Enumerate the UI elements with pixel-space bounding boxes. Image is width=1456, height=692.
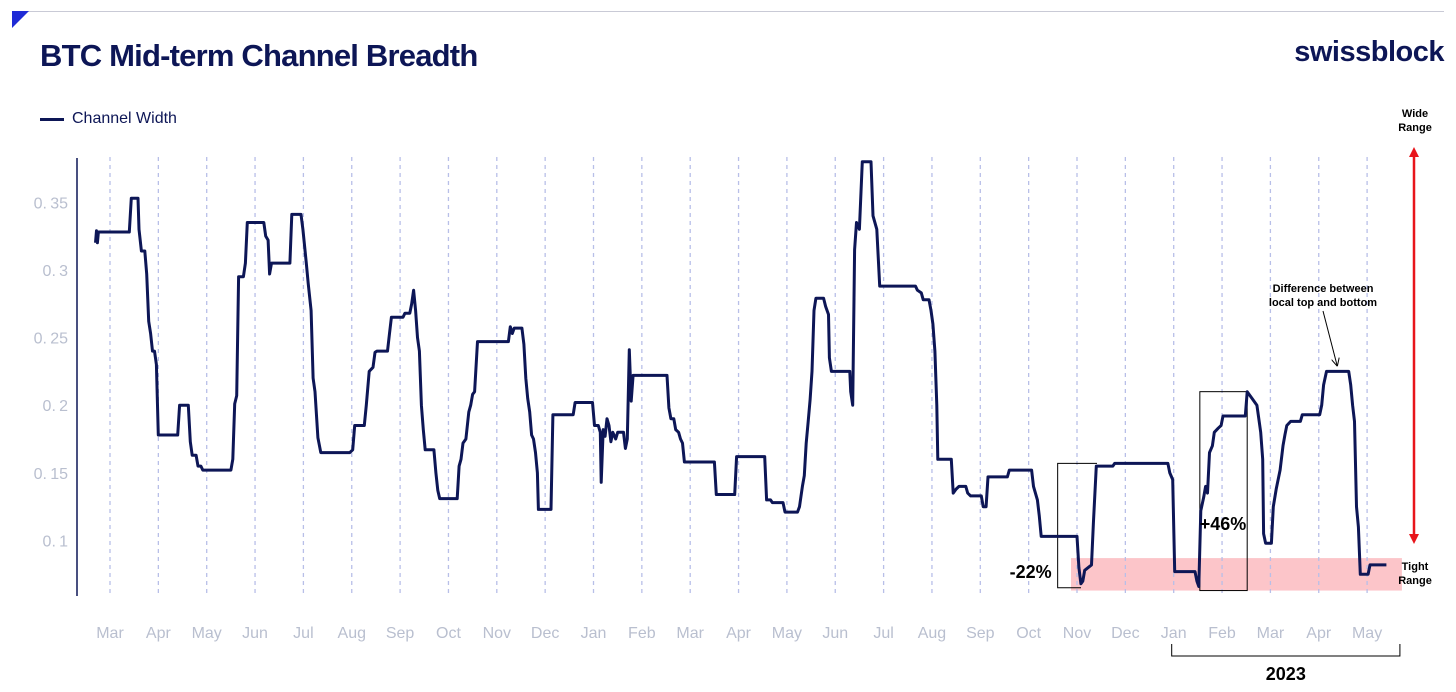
- year-label: 2023: [1266, 664, 1306, 684]
- x-tick-label: Sep: [966, 625, 995, 642]
- x-tick-label: Jan: [581, 625, 607, 642]
- tight-range-band-layer: [1071, 558, 1402, 591]
- x-tick-label: Mar: [96, 625, 124, 642]
- annotation-labels: -22% +46% Difference between local top and …: [1010, 108, 1432, 684]
- brand-logo: swissblock: [1294, 36, 1444, 68]
- difference-arrow: [1322, 310, 1337, 365]
- wide-range-label-line1: Wide: [1402, 108, 1428, 120]
- x-tick-label: Dec: [1111, 625, 1139, 642]
- drop-bracket: [1057, 462, 1097, 589]
- x-tick-label: Jun: [242, 625, 268, 642]
- legend-swatch: [40, 117, 64, 121]
- annotations-layer: [1057, 147, 1419, 657]
- y-tick-label: 0. 2: [43, 398, 69, 415]
- x-tick-label: Feb: [1208, 625, 1236, 642]
- x-tick-label: May: [192, 625, 222, 642]
- tight-range-band: [1071, 558, 1402, 591]
- x-tick-label: Jan: [1161, 625, 1187, 642]
- x-tick-label: Aug: [338, 625, 366, 642]
- x-gridlines: [109, 157, 1368, 594]
- x-tick-label: Oct: [1016, 625, 1041, 642]
- x-tick-label: Apr: [146, 625, 172, 642]
- x-tick-label: Mar: [676, 625, 704, 642]
- x-tick-label: Jul: [293, 625, 313, 642]
- x-tick-label: Oct: [436, 625, 461, 642]
- tight-range-label-line1: Tight: [1402, 561, 1429, 573]
- x-tick-label: Feb: [628, 625, 656, 642]
- x-tick-label: May: [1352, 625, 1382, 642]
- x-tick-label: Nov: [483, 625, 511, 642]
- drop-label: -22%: [1010, 562, 1052, 582]
- x-tick-label: Dec: [531, 625, 559, 642]
- legend-label-channel-width: Channel Width: [72, 110, 177, 127]
- chart-title: BTC Mid-term Channel Breadth: [40, 38, 478, 73]
- top-rule: [12, 11, 1444, 12]
- y-tick-label: 0. 15: [34, 466, 68, 483]
- x-tick-label: Sep: [386, 625, 415, 642]
- x-tick-label: Jul: [873, 625, 893, 642]
- legend: Channel Width: [40, 110, 177, 128]
- rise-box: [1199, 391, 1248, 592]
- x-tick-label: Apr: [726, 625, 752, 642]
- y-tick-label: 0. 3: [43, 263, 69, 280]
- wide-range-label-line2: Range: [1398, 122, 1432, 134]
- y-tick-label: 0. 35: [34, 195, 68, 212]
- y-tick-label: 0. 1: [43, 534, 69, 551]
- y-tick-label: 0. 25: [34, 331, 68, 348]
- corner-accent: [12, 11, 29, 28]
- tight-range-label-line2: Range: [1398, 575, 1432, 587]
- x-tick-label: Jun: [822, 625, 848, 642]
- series-line-channel-width: [94, 160, 1387, 588]
- series-layer: [94, 160, 1387, 588]
- tick-labels: Mar Apr May Jun Jul Aug Sep Oct Nov Dec Jan Feb Mar A…: [34, 195, 1383, 642]
- x-tick-label: Nov: [1063, 625, 1091, 642]
- rise-label: +46%: [1200, 514, 1247, 534]
- x-tick-label: Mar: [1257, 625, 1285, 642]
- x-tick-label: Aug: [918, 625, 946, 642]
- difference-note-line1: Difference between: [1273, 283, 1374, 295]
- x-tick-label: May: [772, 625, 802, 642]
- year-bracket: [1171, 644, 1401, 657]
- x-tick-label: Apr: [1306, 625, 1332, 642]
- difference-note-line2: local top and bottom: [1269, 297, 1377, 309]
